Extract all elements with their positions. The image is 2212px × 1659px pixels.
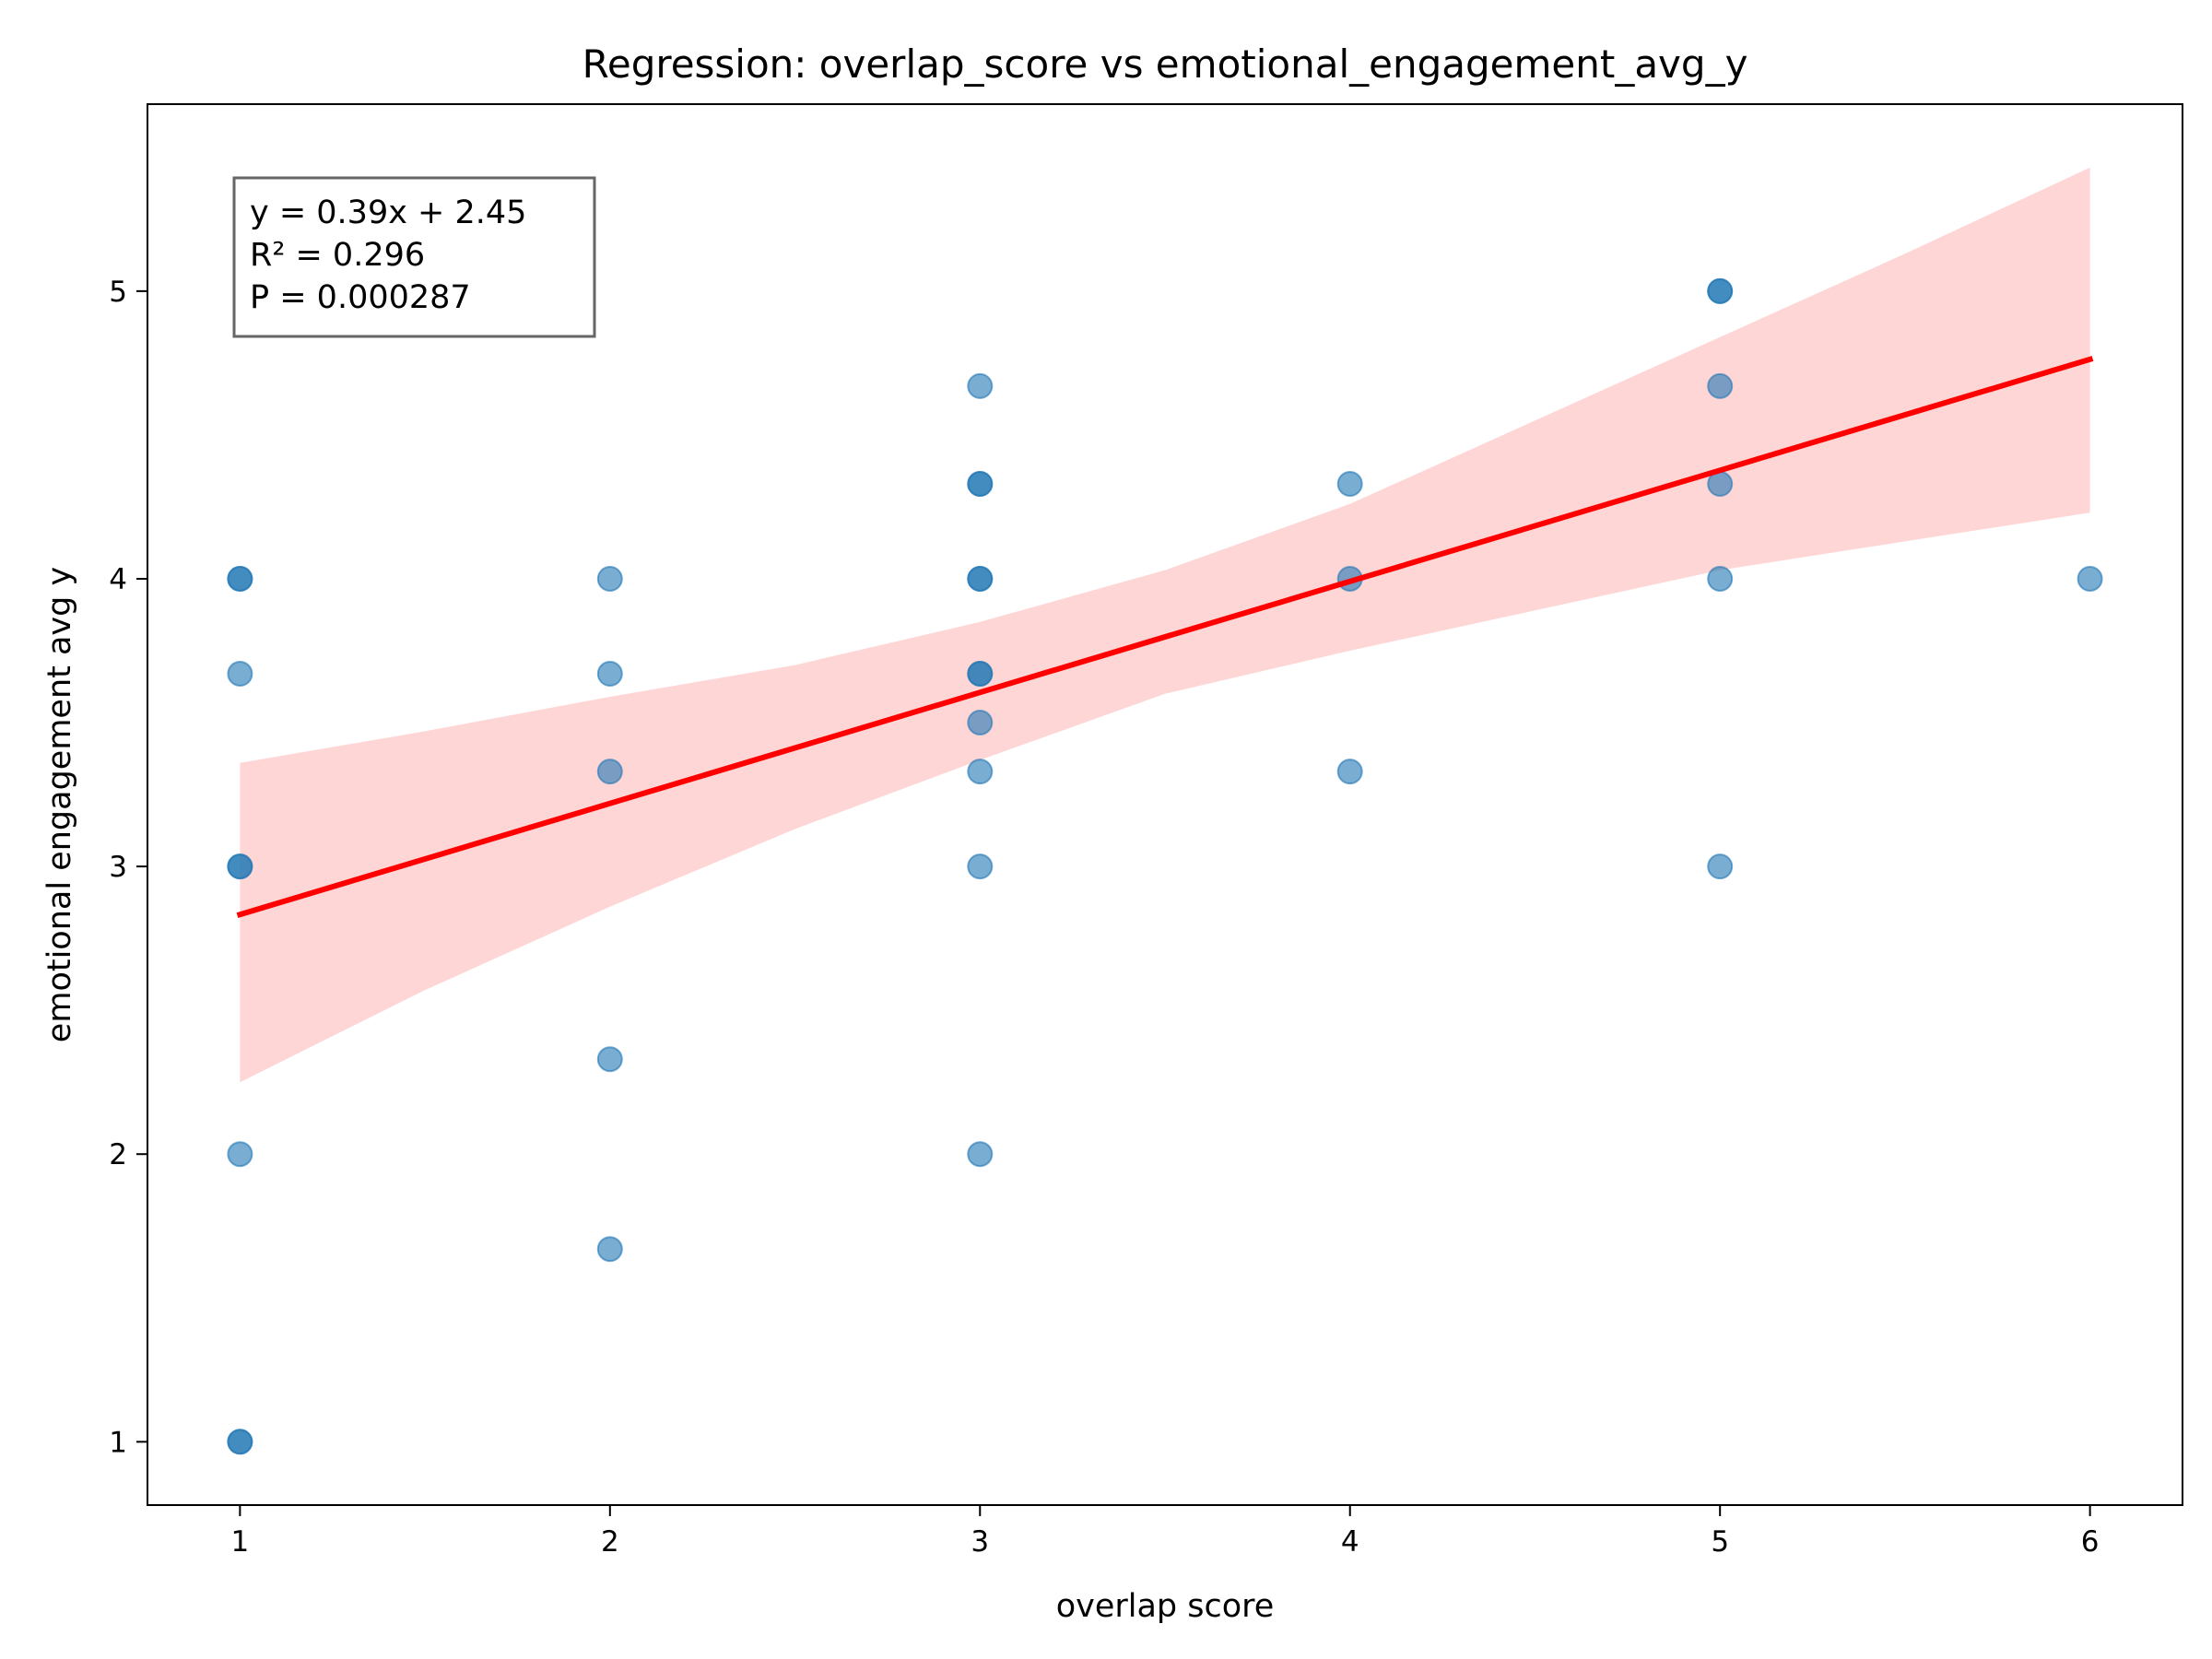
regression-line (236, 356, 2094, 918)
x-tick-label: 6 (2081, 1525, 2100, 1559)
scatter-point (227, 566, 253, 592)
scatter-point (967, 710, 994, 735)
points-layer (227, 277, 2103, 1455)
scatter-point (967, 1141, 994, 1168)
regression-stats-box: y = 0.39x + 2.45 R² = 0.296 P = 0.000287 (232, 176, 596, 338)
y-tick-label: 2 (109, 1138, 127, 1171)
scatter-point (596, 1236, 623, 1263)
scatter-point (596, 661, 623, 687)
scatter-point (596, 566, 623, 592)
scatter-point (227, 853, 253, 880)
scatter-point (967, 372, 994, 399)
scatter-point (1707, 277, 1734, 304)
confidence-band (240, 167, 2090, 1083)
stats-equation: y = 0.39x + 2.45 (250, 194, 526, 231)
x-tick-label: 1 (230, 1525, 249, 1559)
scatter-point (2077, 566, 2103, 592)
scatter-point (227, 661, 253, 687)
y-tick-label: 1 (109, 1426, 127, 1459)
y-tick-label: 4 (109, 563, 127, 596)
scatter-point (1707, 566, 1734, 592)
scatter-point (967, 661, 994, 687)
confidence-band-layer (240, 167, 2090, 1083)
stats-r-squared: R² = 0.296 (250, 237, 425, 274)
x-tick-label: 4 (1341, 1525, 1359, 1559)
y-tick-label: 3 (109, 851, 127, 884)
x-axis-label: overlap score (1056, 1588, 1275, 1625)
scatter-point (227, 1429, 253, 1455)
y-axis-ticks: 1 2 3 4 5 (109, 276, 147, 1459)
stats-box-frame (232, 176, 596, 338)
scatter-point (1336, 759, 1363, 785)
chart-title: Regression: overlap_score vs emotional_e… (582, 41, 1748, 87)
stats-p-value: P = 0.000287 (250, 279, 471, 316)
scatter-point (967, 853, 994, 880)
fit-line-layer (236, 356, 2094, 918)
plot-frame (147, 103, 2183, 1506)
scatter-point (1707, 372, 1734, 399)
y-axis-label: emotional engagement avg y (41, 567, 78, 1042)
x-tick-label: 3 (971, 1525, 989, 1559)
scatter-point (596, 759, 623, 785)
x-tick-label: 2 (601, 1525, 619, 1559)
scatter-point (596, 1046, 623, 1073)
x-tick-label: 5 (1711, 1525, 1729, 1559)
y-tick-label: 5 (109, 276, 127, 309)
scatter-point (967, 759, 994, 785)
scatter-point (967, 566, 994, 592)
scatter-point (1336, 471, 1363, 497)
x-axis-ticks: 1 2 3 4 5 6 (230, 1505, 2100, 1559)
scatter-point (967, 471, 994, 497)
scatter-point (227, 1141, 253, 1168)
scatter-point (1707, 853, 1734, 880)
